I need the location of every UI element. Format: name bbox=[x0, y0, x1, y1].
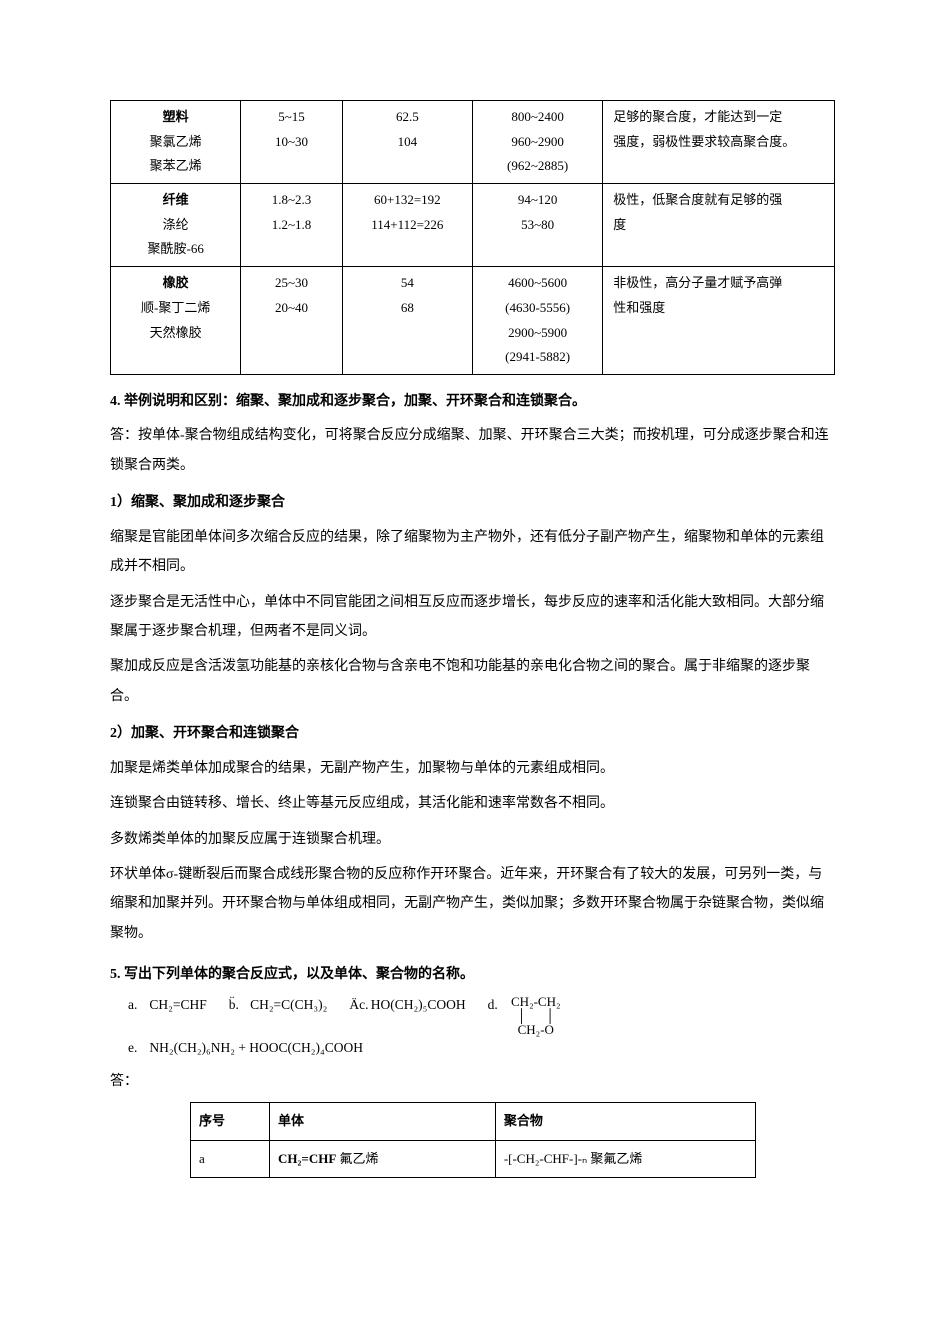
cell-line: 顺-聚丁二烯 bbox=[117, 296, 234, 321]
table-row: 塑料 聚氯乙烯 聚苯乙烯 5~15 10~30 62.5 104 800~240… bbox=[111, 101, 835, 184]
answer-monomer-name: 氟乙烯 bbox=[336, 1151, 378, 1166]
table-row: 纤维 涤纶 聚酰胺-66 1.8~2.3 1.2~1.8 60+132=192 … bbox=[111, 184, 835, 267]
monomer-row-1: a. CH₂=CHF b̈. CH₂=C(CH₃)₂ Äc. HO(CH₂)₅C… bbox=[128, 995, 835, 1038]
q5-heading: 5. 写出下列单体的聚合反应式，以及单体、聚合物的名称。 bbox=[110, 962, 835, 989]
monomer-d-bonds: │ │ bbox=[511, 1009, 561, 1023]
cell-line: 1.8~2.3 bbox=[247, 188, 335, 213]
document-page: 塑料 聚氯乙烯 聚苯乙烯 5~15 10~30 62.5 104 800~240… bbox=[0, 0, 945, 1337]
cell-val: 54 68 bbox=[342, 267, 472, 375]
cell-val: 60+132=192 114+112=226 bbox=[342, 184, 472, 267]
q4-sec1-p2: 逐步聚合是无活性中心，单体中不同官能团之间相互反应而逐步增长，每步反应的速率和活… bbox=[110, 588, 835, 647]
cell-line: 天然橡胶 bbox=[117, 321, 234, 346]
cell-line: 橡胶 bbox=[117, 271, 234, 296]
q4-sec2-p2: 连锁聚合由链转移、增长、终止等基元反应组成，其活化能和速率常数各不相同。 bbox=[110, 789, 835, 818]
cell-line: 聚氯乙烯 bbox=[117, 130, 234, 155]
monomer-c: Äc. HO(CH₂)₅COOH bbox=[349, 995, 465, 1016]
cell-line: 25~30 bbox=[247, 271, 335, 296]
cell-line: 20~40 bbox=[247, 296, 335, 321]
cell-line: 足够的聚合度，才能达到一定 bbox=[613, 105, 828, 130]
cell-line: 2900~5900 bbox=[479, 321, 596, 346]
monomer-a: a. CH₂=CHF bbox=[128, 995, 207, 1016]
cell-category: 橡胶 顺-聚丁二烯 天然橡胶 bbox=[111, 267, 241, 375]
table-row: 橡胶 顺-聚丁二烯 天然橡胶 25~30 20~40 54 68 bbox=[111, 267, 835, 375]
answer-th-polymer: 聚合物 bbox=[495, 1102, 755, 1140]
cell-line: 5~15 bbox=[247, 105, 335, 130]
monomer-e-formula: NH₂(CH₂)₆NH₂ + HOOC(CH₂)₄COOH bbox=[149, 1040, 363, 1055]
cell-val: 4600~5600 (4630-5556) 2900~5900 (2941-58… bbox=[472, 267, 602, 375]
cell-line: 聚苯乙烯 bbox=[117, 154, 234, 179]
monomer-b: b̈. CH₂=C(CH₃)₂ bbox=[229, 995, 328, 1016]
cell-line: 非极性，高分子量才赋予高弹 bbox=[613, 271, 828, 296]
cell-line: 94~120 bbox=[479, 188, 596, 213]
monomer-d-struct: CH₂-CH₂ │ │ CH₂-O bbox=[511, 995, 561, 1038]
cell-line: 104 bbox=[349, 130, 466, 155]
monomer-a-formula: CH₂=CHF bbox=[149, 997, 206, 1012]
cell-line: 60+132=192 bbox=[349, 188, 466, 213]
cell-val: 25~30 20~40 bbox=[241, 267, 342, 375]
cell-line: 114+112=226 bbox=[349, 213, 466, 238]
monomer-d-line2: CH₂-O bbox=[511, 1023, 561, 1037]
cell-note: 极性，低聚合度就有足够的强 度 bbox=[603, 184, 835, 267]
q4-sec2-p3: 多数烯类单体的加聚反应属于连锁聚合机理。 bbox=[110, 825, 835, 854]
cell-line: 1.2~1.8 bbox=[247, 213, 335, 238]
cell-line: 62.5 bbox=[349, 105, 466, 130]
q4-sec1-p1: 缩聚是官能团单体间多次缩合反应的结果，除了缩聚物为主产物外，还有低分子副产物产生… bbox=[110, 523, 835, 582]
answer-table-header-row: 序号 单体 聚合物 bbox=[191, 1102, 756, 1140]
monomer-d: d. CH₂-CH₂ │ │ CH₂-O bbox=[488, 995, 561, 1038]
cell-line: (962~2885) bbox=[479, 154, 596, 179]
cell-line: (2941-5882) bbox=[479, 345, 596, 370]
answer-monomer: CH₂=CHF 氟乙烯 bbox=[270, 1140, 496, 1178]
cell-line: 塑料 bbox=[117, 105, 234, 130]
cell-line: 800~2400 bbox=[479, 105, 596, 130]
answer-monomer-formula: CH₂=CHF bbox=[278, 1151, 336, 1166]
monomer-d-line1: CH₂-CH₂ bbox=[511, 995, 561, 1009]
q4-intro: 答：按单体-聚合物组成结构变化，可将聚合反应分成缩聚、加聚、开环聚合三大类；而按… bbox=[110, 421, 835, 480]
monomer-c-formula: HO(CH₂)₅COOH bbox=[371, 997, 466, 1012]
q4-sec2-p4: 环状单体σ-键断裂后而聚合成线形聚合物的反应称作开环聚合。近年来，开环聚合有了较… bbox=[110, 860, 835, 948]
q4-sec2-title: 2）加聚、开环聚合和连锁聚合 bbox=[110, 721, 835, 748]
q4-sec2-p1: 加聚是烯类单体加成聚合的结果，无副产物产生，加聚物与单体的元素组成相同。 bbox=[110, 754, 835, 783]
cell-line: 涤纶 bbox=[117, 213, 234, 238]
monomer-e: e. NH₂(CH₂)₆NH₂ + HOOC(CH₂)₄COOH bbox=[128, 1038, 363, 1059]
answer-table: 序号 单体 聚合物 a CH₂=CHF 氟乙烯 -[-CH₂-CHF-]-ₙ 聚… bbox=[190, 1102, 756, 1178]
cell-line: 纤维 bbox=[117, 188, 234, 213]
answer-th-monomer: 单体 bbox=[270, 1102, 496, 1140]
answer-polymer: -[-CH₂-CHF-]-ₙ 聚氟乙烯 bbox=[495, 1140, 755, 1178]
polymer-table-body: 塑料 聚氯乙烯 聚苯乙烯 5~15 10~30 62.5 104 800~240… bbox=[111, 101, 835, 375]
cell-line: 强度，弱极性要求较高聚合度。 bbox=[613, 130, 828, 155]
q4-sec1-p3: 聚加成反应是含活泼氢功能基的亲核化合物与含亲电不饱和功能基的亲电化合物之间的聚合… bbox=[110, 652, 835, 711]
q4-sec1-title: 1）缩聚、聚加成和逐步聚合 bbox=[110, 490, 835, 517]
answer-table-row: a CH₂=CHF 氟乙烯 -[-CH₂-CHF-]-ₙ 聚氟乙烯 bbox=[191, 1140, 756, 1178]
q4-heading: 4. 举例说明和区别：缩聚、聚加成和逐步聚合，加聚、开环聚合和连锁聚合。 bbox=[110, 389, 835, 416]
cell-note: 足够的聚合度，才能达到一定 强度，弱极性要求较高聚合度。 bbox=[603, 101, 835, 184]
monomer-row-2: e. NH₂(CH₂)₆NH₂ + HOOC(CH₂)₄COOH bbox=[128, 1038, 835, 1059]
answer-idx: a bbox=[191, 1140, 270, 1178]
q5-answer-label: 答： bbox=[110, 1067, 835, 1096]
cell-val: 5~15 10~30 bbox=[241, 101, 342, 184]
cell-category: 纤维 涤纶 聚酰胺-66 bbox=[111, 184, 241, 267]
cell-line: 极性，低聚合度就有足够的强 bbox=[613, 188, 828, 213]
cell-line: 68 bbox=[349, 296, 466, 321]
monomer-b-formula: CH₂=C(CH₃)₂ bbox=[250, 997, 327, 1012]
monomer-b-prefix: b̈. bbox=[229, 995, 247, 1016]
cell-line: 性和强度 bbox=[613, 296, 828, 321]
cell-line: 聚酰胺-66 bbox=[117, 237, 234, 262]
cell-line: 4600~5600 bbox=[479, 271, 596, 296]
monomer-list: a. CH₂=CHF b̈. CH₂=C(CH₃)₂ Äc. HO(CH₂)₅C… bbox=[128, 995, 835, 1059]
monomer-c-prefix: Äc. bbox=[349, 995, 367, 1016]
cell-val: 62.5 104 bbox=[342, 101, 472, 184]
answer-th-idx: 序号 bbox=[191, 1102, 270, 1140]
cell-category: 塑料 聚氯乙烯 聚苯乙烯 bbox=[111, 101, 241, 184]
polymer-table: 塑料 聚氯乙烯 聚苯乙烯 5~15 10~30 62.5 104 800~240… bbox=[110, 100, 835, 375]
cell-line: 960~2900 bbox=[479, 130, 596, 155]
cell-val: 1.8~2.3 1.2~1.8 bbox=[241, 184, 342, 267]
cell-line: 度 bbox=[613, 213, 828, 238]
cell-line: 10~30 bbox=[247, 130, 335, 155]
cell-val: 94~120 53~80 bbox=[472, 184, 602, 267]
cell-line: 53~80 bbox=[479, 213, 596, 238]
cell-line: (4630-5556) bbox=[479, 296, 596, 321]
cell-note: 非极性，高分子量才赋予高弹 性和强度 bbox=[603, 267, 835, 375]
cell-val: 800~2400 960~2900 (962~2885) bbox=[472, 101, 602, 184]
cell-line: 54 bbox=[349, 271, 466, 296]
